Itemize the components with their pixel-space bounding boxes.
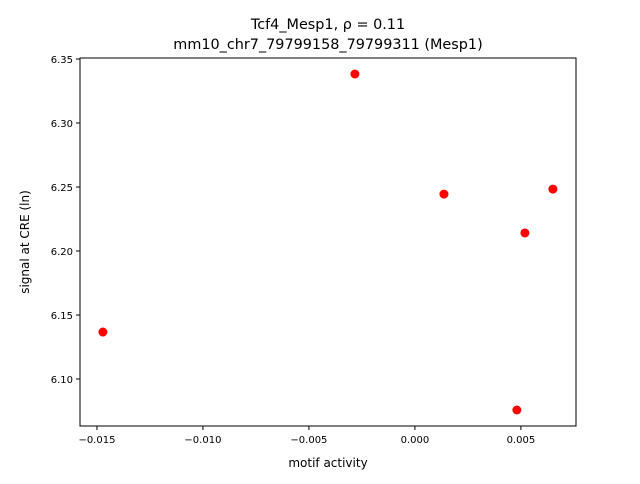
y-tick-label: 6.10 [51, 375, 73, 386]
data-point [520, 228, 530, 238]
data-point [350, 69, 360, 79]
y-tick-label: 6.15 [51, 311, 73, 322]
x-tick-label: −0.010 [184, 435, 221, 446]
y-tick-label: 6.20 [51, 247, 73, 258]
x-axis-label: motif activity [288, 456, 367, 470]
y-tick-label: 6.25 [51, 183, 73, 194]
data-point [512, 405, 522, 415]
y-tick-label: 6.30 [51, 119, 73, 130]
x-tick-label: 0.005 [507, 435, 536, 446]
x-tick-label: −0.015 [78, 435, 115, 446]
data-point [548, 184, 558, 194]
y-tick-label: 6.35 [51, 55, 73, 66]
x-tick-label: 0.000 [401, 435, 430, 446]
chart-title-line2: mm10_chr7_79799158_79799311 (Mesp1) [173, 37, 482, 53]
plot-area [79, 57, 577, 427]
chart-title-line1: Tcf4_Mesp1, ρ = 0.11 [250, 17, 405, 33]
x-tick-label: −0.005 [290, 435, 327, 446]
y-axis-label: signal at CRE (ln) [18, 190, 32, 294]
data-point [439, 189, 449, 199]
data-point [98, 327, 108, 337]
